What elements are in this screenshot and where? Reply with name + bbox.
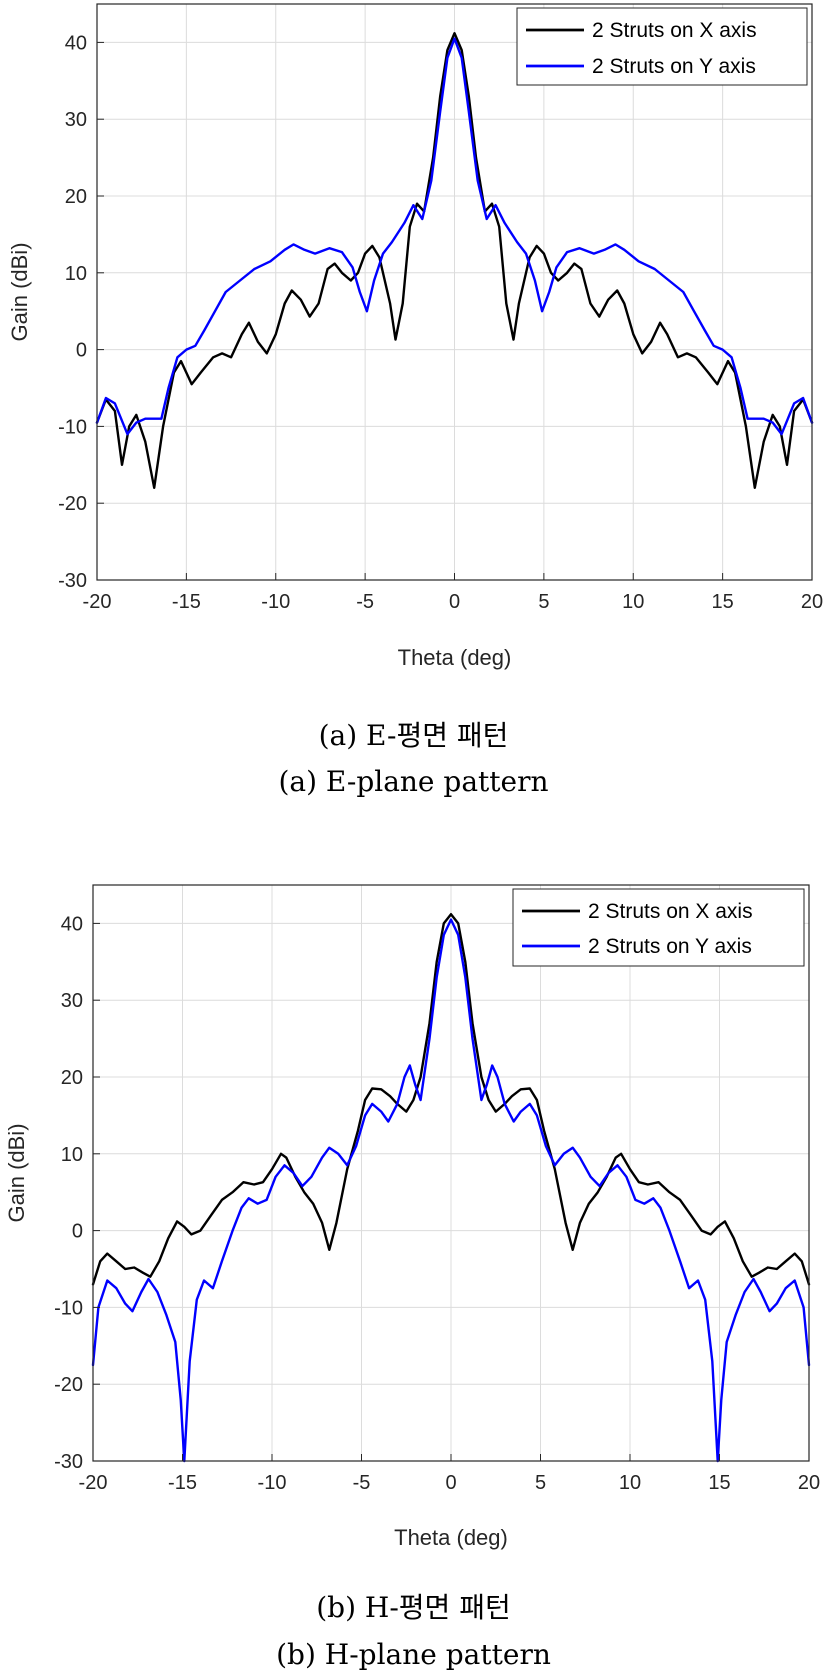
e-plane-x-tick-label: 5 xyxy=(538,591,549,613)
e-plane-caption-english: (a) E-plane pattern xyxy=(278,765,548,798)
h-plane-x-tick-label: 0 xyxy=(445,1472,456,1494)
h-plane-y-tick-label: 20 xyxy=(61,1067,83,1089)
e-plane-x-tick-label: -5 xyxy=(356,591,374,613)
h-plane-x-tick-label: -20 xyxy=(79,1472,108,1494)
h-plane-series-x-axis-struts xyxy=(91,913,811,1286)
h-plane-legend-label-y: 2 Struts on Y axis xyxy=(588,935,752,958)
e-plane-x-tick-label: 15 xyxy=(712,591,734,613)
h-plane-y-tick-label: 0 xyxy=(72,1221,83,1243)
h-plane-x-tick-label: -15 xyxy=(168,1472,197,1494)
e-plane-y-tick-label: -20 xyxy=(58,493,87,515)
h-plane-y-tick-label: -20 xyxy=(54,1374,83,1396)
e-plane-x-axis-label: Theta (deg) xyxy=(398,645,512,670)
e-plane-legend-label-x: 2 Struts on X axis xyxy=(592,19,757,42)
e-plane-series-y-axis-struts xyxy=(95,37,814,436)
h-plane-series xyxy=(91,913,811,1463)
h-plane-legend-label-x: 2 Struts on X axis xyxy=(588,900,753,923)
e-plane-y-tick-label: 0 xyxy=(76,340,87,362)
e-plane-caption-korean: (a) E-평면 패턴 xyxy=(319,719,509,752)
e-plane-x-tick-label: 10 xyxy=(622,591,644,613)
h-plane-legend-box xyxy=(512,888,805,967)
h-plane-x-tick-label: 10 xyxy=(619,1472,641,1494)
h-plane-x-tick-label: -10 xyxy=(258,1472,287,1494)
e-plane-y-tick-label: -30 xyxy=(58,570,87,592)
h-plane-caption-korean: (b) H-평면 패턴 xyxy=(316,1591,511,1624)
e-plane-x-tick-label: -10 xyxy=(261,591,290,613)
h-plane-y-tick-label: 10 xyxy=(61,1144,83,1166)
e-plane-y-tick-label: 40 xyxy=(65,32,87,54)
e-plane-legend: 2 Struts on X axis 2 Struts on Y axis xyxy=(516,7,808,86)
h-plane-x-tick-label: 20 xyxy=(798,1472,820,1494)
e-plane-legend-label-y: 2 Struts on Y axis xyxy=(592,55,756,78)
e-plane-x-tick-label: 20 xyxy=(801,591,823,613)
e-plane-x-tick-label: -20 xyxy=(83,591,112,613)
e-plane-x-tick-label: -15 xyxy=(172,591,201,613)
e-plane-y-tick-label: 10 xyxy=(65,263,87,285)
h-plane-caption-english: (b) H-plane pattern xyxy=(276,1638,551,1671)
h-plane-y-tick-label: 40 xyxy=(61,913,83,935)
h-plane-series-y-axis-struts xyxy=(91,918,811,1463)
h-plane-y-axis-label: Gain (dBi) xyxy=(4,1123,29,1222)
h-plane-y-tick-label: -30 xyxy=(54,1451,83,1473)
h-plane-y-tick-label: 30 xyxy=(61,990,83,1012)
e-plane-y-axis-label: Gain (dBi) xyxy=(7,242,32,341)
e-plane-legend-box xyxy=(516,7,808,86)
h-plane-legend: 2 Struts on X axis 2 Struts on Y axis xyxy=(512,888,805,967)
h-plane-y-tick-label: -10 xyxy=(54,1297,83,1319)
e-plane-x-tick-label: 0 xyxy=(449,591,460,613)
h-plane-x-tick-label: 15 xyxy=(708,1472,730,1494)
e-plane-y-tick-label: 30 xyxy=(65,109,87,131)
h-plane-x-axis-label: Theta (deg) xyxy=(394,1525,508,1550)
e-plane-y-tick-label: 20 xyxy=(65,186,87,208)
h-plane-x-tick-label: -5 xyxy=(353,1472,371,1494)
e-plane-series-x-axis-struts xyxy=(95,32,814,489)
h-plane-x-tick-label: 5 xyxy=(535,1472,546,1494)
e-plane-y-tick-label: -10 xyxy=(58,416,87,438)
e-plane-series xyxy=(95,32,814,489)
